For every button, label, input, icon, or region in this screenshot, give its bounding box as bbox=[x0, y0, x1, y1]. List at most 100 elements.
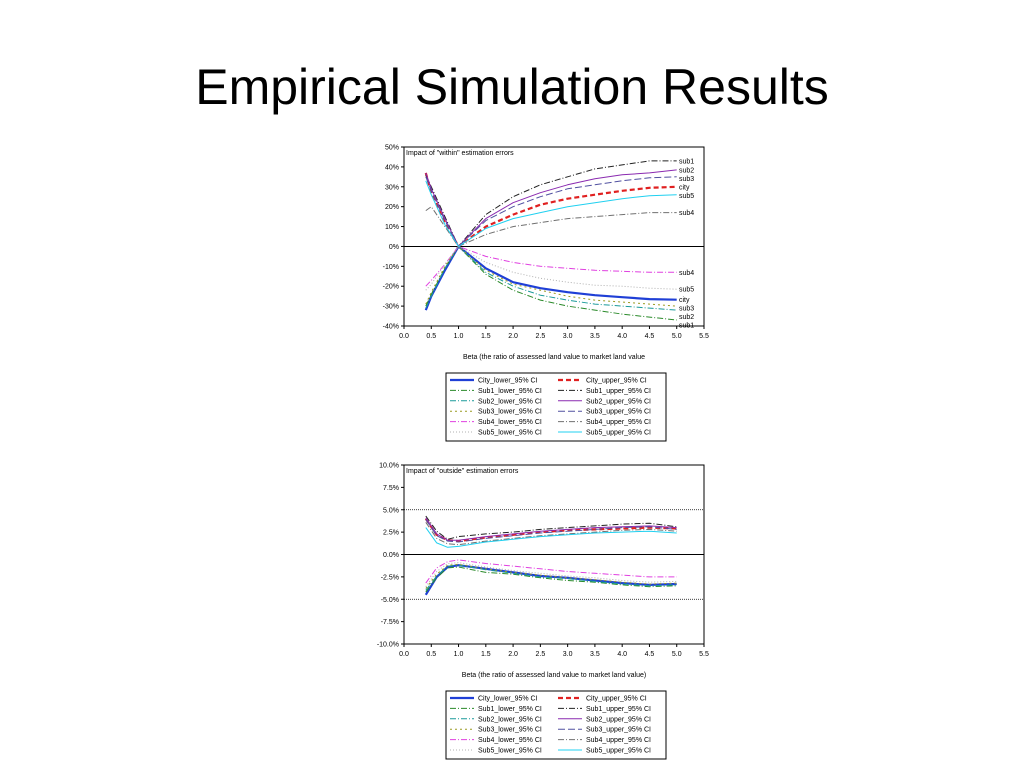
series-line bbox=[425, 522, 677, 546]
series-line bbox=[424, 564, 677, 596]
x-tick-label: 4.5 bbox=[645, 333, 655, 340]
series-end-label: sub4 bbox=[679, 270, 694, 277]
series-line bbox=[425, 245, 677, 287]
legend-label: Sub3_lower_95% CI bbox=[478, 727, 542, 734]
series-line bbox=[425, 563, 677, 589]
chart-2: 10.0% 7.5% 5.0% 2.5% 0.0% -2.5% -5.0% -7.5% -10.… bbox=[377, 463, 709, 760]
series-line bbox=[425, 169, 677, 247]
x-tick-label: 0.5 bbox=[426, 333, 436, 340]
y-tick-label: -10.0% bbox=[377, 642, 399, 649]
legend-label: City_lower_95% CI bbox=[478, 378, 538, 385]
series-end-label: sub1 bbox=[679, 158, 694, 165]
series-line bbox=[425, 515, 677, 540]
series-line bbox=[424, 172, 677, 248]
legend-box bbox=[445, 690, 667, 760]
series-end-label: sub4 bbox=[679, 210, 694, 217]
legend-label: Sub4_lower_95% CI bbox=[478, 737, 542, 744]
y-tick-label: -20% bbox=[383, 284, 399, 291]
series-end-label: sub2 bbox=[679, 314, 694, 321]
legend-label: Sub2_upper_95% CI bbox=[586, 398, 651, 405]
x-tick-label: 3.5 bbox=[590, 651, 600, 658]
series-end-label: sub2 bbox=[679, 167, 694, 174]
x-tick-label: 5.5 bbox=[699, 333, 709, 340]
legend-box bbox=[445, 372, 667, 442]
x-tick-label: 1.0 bbox=[454, 651, 464, 658]
y-tick-label: 5.0% bbox=[383, 507, 399, 514]
series-end-label: sub5 bbox=[679, 193, 694, 200]
y-tick-label: 7.5% bbox=[383, 485, 399, 492]
x-tick-label: 1.5 bbox=[481, 333, 491, 340]
series-line bbox=[425, 564, 677, 591]
y-tick-label: 10% bbox=[385, 224, 399, 231]
y-tick-label: 2.5% bbox=[383, 530, 399, 537]
x-tick-label: 5.0 bbox=[672, 651, 682, 658]
legend-label: Sub4_upper_95% CI bbox=[586, 737, 651, 744]
legend-label: Sub3_upper_95% CI bbox=[586, 727, 651, 734]
legend-label: Sub4_lower_95% CI bbox=[478, 419, 542, 426]
legend-label: City_lower_95% CI bbox=[478, 696, 538, 703]
series-end-label: city bbox=[679, 297, 690, 304]
series-line bbox=[425, 559, 677, 584]
series-line bbox=[424, 245, 677, 311]
x-tick-label: 0.0 bbox=[399, 651, 409, 658]
x-tick-label: 4.0 bbox=[617, 651, 627, 658]
series-line bbox=[425, 517, 677, 541]
y-tick-label: 50% bbox=[385, 145, 399, 152]
x-tick-label: 5.0 bbox=[672, 333, 682, 340]
legend-label: Sub5_upper_95% CI bbox=[586, 748, 651, 755]
x-tick-label: 2.5 bbox=[535, 333, 545, 340]
chart-title: Impact of "outside" estimation errors bbox=[406, 468, 519, 475]
x-tick-label: 3.0 bbox=[563, 651, 573, 658]
x-tick-label: 4.5 bbox=[645, 651, 655, 658]
legend-label: Sub5_upper_95% CI bbox=[586, 430, 651, 437]
legend-label: City_upper_95% CI bbox=[586, 696, 647, 703]
legend-label: Sub1_upper_95% CI bbox=[586, 706, 651, 713]
y-tick-label: 40% bbox=[385, 164, 399, 171]
x-tick-label: 1.0 bbox=[454, 333, 464, 340]
legend-label: Sub1_lower_95% CI bbox=[478, 706, 542, 713]
series-line bbox=[425, 180, 677, 247]
legend-label: Sub1_lower_95% CI bbox=[478, 388, 542, 395]
y-tick-label: 20% bbox=[385, 204, 399, 211]
series-line bbox=[425, 245, 677, 321]
chart-title: Impact of "within" estimation errors bbox=[406, 150, 514, 157]
x-tick-label: 5.5 bbox=[699, 651, 709, 658]
legend-label: Sub3_lower_95% CI bbox=[478, 409, 542, 416]
y-tick-label: -7.5% bbox=[381, 619, 399, 626]
y-tick-label: -5.0% bbox=[381, 597, 399, 604]
x-tick-label: 1.5 bbox=[481, 651, 491, 658]
x-axis-label: Beta (the ratio of assessed land value t… bbox=[462, 672, 646, 679]
x-tick-label: 3.5 bbox=[590, 333, 600, 340]
series-line bbox=[425, 206, 677, 247]
series-end-label: sub3 bbox=[679, 176, 694, 183]
series-line bbox=[425, 245, 677, 311]
series-end-label: sub5 bbox=[679, 287, 694, 294]
x-tick-label: 2.5 bbox=[535, 651, 545, 658]
legend-label: Sub5_lower_95% CI bbox=[478, 748, 542, 755]
x-tick-label: 4.0 bbox=[617, 333, 627, 340]
legend-label: City_upper_95% CI bbox=[586, 378, 647, 385]
y-tick-label: 10.0% bbox=[379, 463, 399, 470]
series-line bbox=[425, 176, 677, 247]
chart-1: 50% 40% 30% 20% 10% 0% -10% -20% -30% -40%0.0 0.5 1… bbox=[383, 145, 709, 442]
x-tick-label: 2.0 bbox=[508, 333, 518, 340]
series-line bbox=[425, 245, 677, 291]
y-tick-label: 0% bbox=[389, 244, 399, 251]
y-tick-label: -40% bbox=[383, 324, 399, 331]
legend-label: Sub2_upper_95% CI bbox=[586, 716, 651, 723]
legend-label: Sub4_upper_95% CI bbox=[586, 419, 651, 426]
y-tick-label: 0.0% bbox=[383, 552, 399, 559]
y-tick-label: -2.5% bbox=[381, 574, 399, 581]
x-tick-label: 0.0 bbox=[399, 333, 409, 340]
y-tick-label: -10% bbox=[383, 264, 399, 271]
series-line bbox=[425, 160, 677, 247]
legend-label: Sub2_lower_95% CI bbox=[478, 716, 542, 723]
y-tick-label: 30% bbox=[385, 184, 399, 191]
series-end-label: sub3 bbox=[679, 306, 694, 313]
series-end-label: city bbox=[679, 184, 690, 191]
y-tick-label: -30% bbox=[383, 304, 399, 311]
legend-label: Sub5_lower_95% CI bbox=[478, 430, 542, 437]
series-line bbox=[424, 518, 677, 543]
legend-label: Sub1_upper_95% CI bbox=[586, 388, 651, 395]
